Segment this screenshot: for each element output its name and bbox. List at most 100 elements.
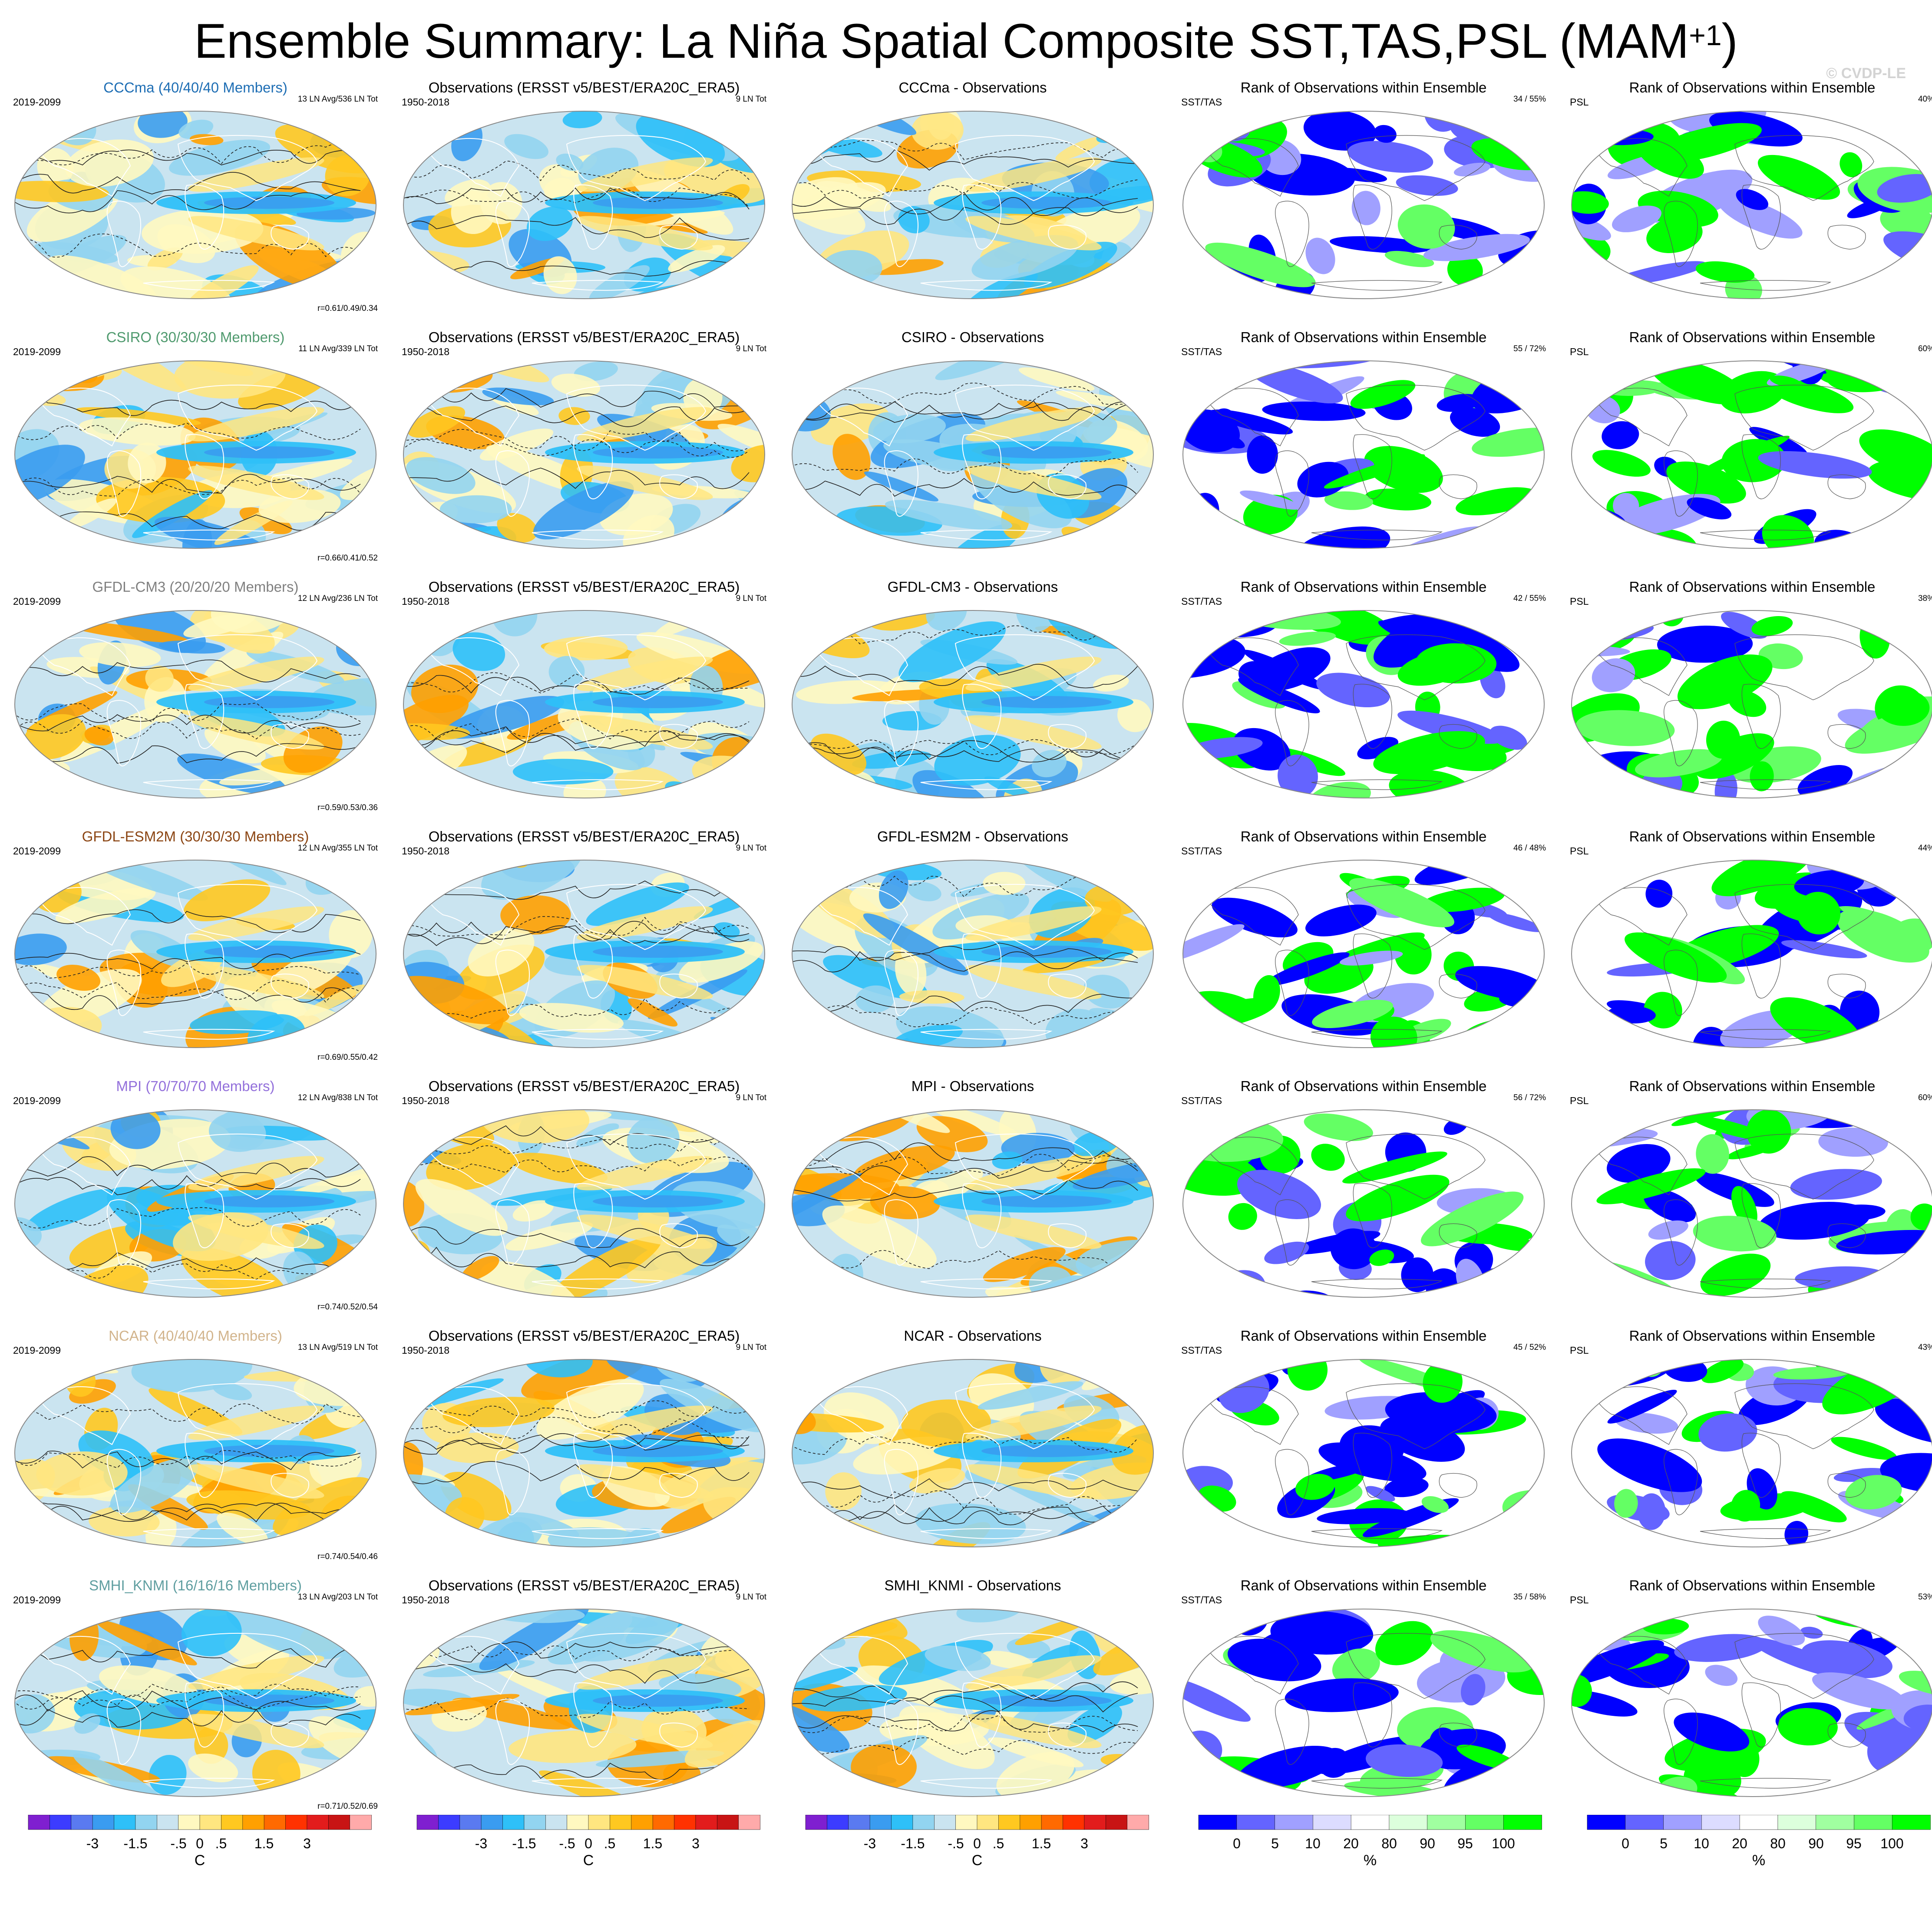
colorbar-tick-label: 95 — [1457, 1836, 1473, 1851]
difference-panel: SMHI_KNMI - Observations — [782, 1572, 1164, 1815]
rank-percent: 53% — [1918, 1593, 1932, 1602]
colorbar-tick-label: 3 — [303, 1836, 311, 1851]
colorbar-swatches — [805, 1815, 1149, 1830]
rank-map — [1182, 111, 1545, 299]
colorbar-unit: C — [971, 1852, 983, 1869]
colorbar-tick-label: -1.5 — [512, 1836, 536, 1851]
panel-title: Rank of Observations within Ensemble — [1240, 329, 1487, 345]
variable-label: SST/TAS — [1181, 1345, 1222, 1356]
rank-percent: 60% — [1918, 1093, 1932, 1102]
panel-title: Rank of Observations within Ensemble — [1240, 1078, 1487, 1094]
colorbar-swatch — [1312, 1815, 1351, 1830]
colorbar-swatch — [459, 1815, 482, 1830]
event-count: 9 LN Tot — [736, 1343, 766, 1352]
panel-title: Rank of Observations within Ensemble — [1629, 828, 1876, 844]
sst-map — [792, 1109, 1154, 1298]
variable-label: PSL — [1570, 1345, 1589, 1356]
colorbar-swatch — [912, 1815, 935, 1830]
rank-psl-panel: Rank of Observations within Ensemble PSL 4… — [1561, 74, 1932, 317]
pattern-correlation: r=0.61/0.49/0.34 — [317, 304, 378, 313]
sst-map — [14, 1109, 376, 1298]
colorbar-tick-label: 1.5 — [1031, 1836, 1051, 1851]
colorbar-tick-label: 0 — [585, 1836, 592, 1851]
sst-colorbar: -3 -1.5 -.5 0 .5 1.5 3 C — [803, 1815, 1186, 1893]
event-count: 12 LN Avg/355 LN Tot — [297, 844, 378, 853]
colorbar-swatch — [1351, 1815, 1390, 1830]
difference-panel: CCCma - Observations — [782, 74, 1164, 317]
colorbar-swatch — [1587, 1815, 1626, 1830]
variable-label: SST/TAS — [1181, 845, 1222, 857]
model-panel: CSIRO (30/30/30 Members) 2019-2099 11 LN A… — [4, 323, 386, 567]
variable-label: SST/TAS — [1181, 1594, 1222, 1606]
panel-title: CSIRO - Observations — [901, 329, 1044, 345]
colorbar-swatch — [92, 1815, 115, 1830]
colorbar-swatch — [738, 1815, 760, 1830]
period-label: 2019-2099 — [13, 1095, 61, 1106]
sst-map — [403, 360, 765, 549]
panel-title: Rank of Observations within Ensemble — [1629, 329, 1876, 345]
sst-map — [792, 1609, 1154, 1797]
panel-title: Rank of Observations within Ensemble — [1240, 1577, 1487, 1593]
colorbar-swatch — [502, 1815, 525, 1830]
colorbar-tick-label: 20 — [1732, 1836, 1747, 1851]
colorbar-swatch — [416, 1815, 439, 1830]
sst-map — [14, 1359, 376, 1547]
difference-panel: NCAR - Observations — [782, 1322, 1164, 1565]
colorbar-tick-label: 0 — [973, 1836, 981, 1851]
sst-map — [403, 1109, 765, 1298]
colorbar-tick-label: 20 — [1343, 1836, 1359, 1851]
colorbar-swatch — [1427, 1815, 1466, 1830]
panel-title: SMHI_KNMI - Observations — [884, 1577, 1061, 1593]
colorbar-swatch — [1854, 1815, 1893, 1830]
event-count: 9 LN Tot — [736, 844, 766, 853]
colorbar-tick-label: -3 — [86, 1836, 99, 1851]
period-label: 2019-2099 — [13, 1594, 61, 1606]
variable-label: PSL — [1570, 346, 1589, 357]
colorbar-swatch — [221, 1815, 243, 1830]
rank-percent: 45 / 52% — [1513, 1343, 1546, 1352]
panel-title: Observations (ERSST v5/BEST/ERA20C_ERA5) — [428, 79, 740, 96]
sst-map — [403, 610, 765, 798]
panel-title: Rank of Observations within Ensemble — [1240, 1328, 1487, 1344]
sst-map — [14, 111, 376, 299]
panel-title: CCCma - Observations — [898, 79, 1047, 96]
period-label: 1950-2018 — [402, 346, 449, 357]
pattern-correlation: r=0.59/0.53/0.36 — [317, 803, 378, 812]
rank-map — [1571, 860, 1932, 1048]
sst-map — [792, 360, 1154, 549]
variable-label: SST/TAS — [1181, 346, 1222, 357]
pattern-correlation: r=0.69/0.55/0.42 — [317, 1053, 378, 1062]
colorbar-swatch — [50, 1815, 72, 1830]
colorbar-swatch — [328, 1815, 350, 1830]
rank-map — [1571, 1109, 1932, 1298]
pattern-correlation: r=0.71/0.52/0.69 — [317, 1802, 378, 1811]
observations-panel: Observations (ERSST v5/BEST/ERA20C_ERA5)… — [393, 1072, 775, 1316]
colorbar-swatch — [1275, 1815, 1314, 1830]
colorbar-swatch — [695, 1815, 718, 1830]
panel-title: Observations (ERSST v5/BEST/ERA20C_ERA5) — [428, 828, 740, 844]
colorbar-swatch — [827, 1815, 849, 1830]
colorbar-swatch — [1063, 1815, 1085, 1830]
rank-psl-panel: Rank of Observations within Ensemble PSL 4… — [1561, 1322, 1932, 1565]
colorbar-swatch — [869, 1815, 892, 1830]
rank-map — [1182, 610, 1545, 798]
colorbar-swatch — [588, 1815, 611, 1830]
pattern-correlation: r=0.74/0.54/0.46 — [317, 1552, 378, 1561]
rank-sst-panel: Rank of Observations within Ensemble SST/… — [1172, 573, 1555, 816]
event-count: 12 LN Avg/236 LN Tot — [297, 594, 378, 603]
variable-label: SST/TAS — [1181, 96, 1222, 108]
rank-map — [1571, 360, 1932, 549]
pattern-correlation: r=0.74/0.52/0.54 — [317, 1303, 378, 1312]
colorbar-swatch — [1739, 1815, 1778, 1830]
rank-map — [1182, 360, 1545, 549]
colorbar-swatch — [805, 1815, 828, 1830]
colorbar-tick-label: -1.5 — [901, 1836, 925, 1851]
colorbar-swatch — [285, 1815, 307, 1830]
colorbar-swatch — [264, 1815, 286, 1830]
model-panel: SMHI_KNMI (16/16/16 Members) 2019-2099 13 … — [4, 1572, 386, 1815]
panel-title: GFDL-ESM2M - Observations — [877, 828, 1069, 844]
rank-map — [1571, 111, 1932, 299]
sst-map — [14, 610, 376, 798]
panel-title: Rank of Observations within Ensemble — [1629, 1577, 1876, 1593]
colorbar-tick-label: 80 — [1770, 1836, 1786, 1851]
